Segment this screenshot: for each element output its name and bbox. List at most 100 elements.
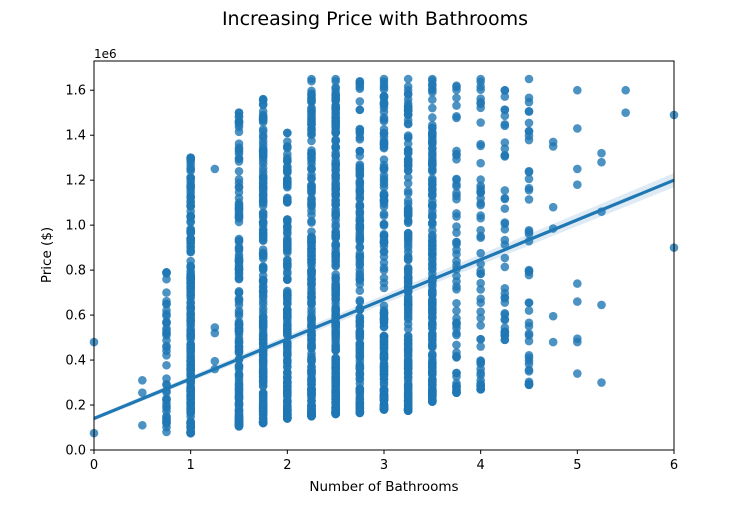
data-point [428,309,437,318]
data-point [307,266,316,275]
data-point [428,185,437,195]
data-point [597,378,606,387]
data-point [452,101,461,110]
data-point [428,159,437,169]
data-point [355,193,365,203]
x-axis-label: Number of Bathrooms [309,479,458,495]
data-point [500,262,510,272]
data-point [307,275,316,285]
data-point [331,339,340,349]
data-point [258,117,268,127]
data-point [186,174,195,184]
data-point [307,113,316,123]
data-point [452,298,461,308]
data-point [234,297,244,306]
data-point [258,287,268,296]
data-point [403,119,413,128]
data-point [476,175,485,184]
data-point [234,234,244,244]
data-point [283,401,292,410]
data-point [597,157,606,167]
data-point [307,250,316,260]
data-point [162,413,171,422]
data-point [355,105,365,115]
data-point [548,202,558,212]
data-point [524,318,534,328]
data-point [186,180,195,190]
data-point [186,271,195,281]
data-point [355,202,365,212]
data-point [234,383,244,393]
data-point [403,204,413,213]
data-point [428,113,437,122]
data-point [379,322,389,331]
data-point [476,187,485,196]
data-point [355,296,365,305]
data-point [186,154,195,164]
regression-layer [93,173,675,421]
data-point [331,88,340,97]
data-point [234,334,244,343]
data-point [355,234,365,243]
data-point [331,200,340,209]
data-point [234,108,244,118]
data-point [331,328,340,338]
data-point [234,287,244,296]
data-point [500,204,510,213]
data-point [186,339,195,349]
data-point [186,419,195,428]
data-point [283,412,292,421]
data-point [307,197,316,206]
data-point [500,309,510,318]
data-point [476,231,485,241]
data-point [452,320,461,330]
data-point [452,222,461,231]
data-point [210,164,220,174]
data-point [524,93,534,103]
data-point [379,93,389,102]
data-point [524,336,534,346]
data-point [283,196,292,206]
data-point [379,113,389,122]
data-point [355,215,365,225]
data-point [476,334,485,344]
data-point [355,146,365,156]
data-point [234,341,244,351]
data-point [428,254,437,263]
data-point [452,149,461,159]
data-point [500,315,510,325]
data-point [258,393,268,402]
data-point [283,320,292,330]
data-point [283,239,292,249]
y-tick-label: 1.6 [65,84,86,99]
data-point [258,265,268,275]
data-point [234,200,244,210]
data-point [524,195,534,204]
y-tick-label: 0.4 [65,354,86,369]
data-point [500,283,510,293]
data-point [331,128,340,137]
data-point [524,306,534,315]
data-point [355,317,365,326]
data-point [379,163,389,173]
data-point [307,159,316,169]
data-point [162,288,171,297]
data-point [355,178,365,188]
data-point [500,186,510,195]
data-point [234,400,244,409]
x-tick-label: 3 [380,458,388,473]
data-point [186,383,195,393]
data-point [355,171,365,181]
data-point [452,388,461,397]
data-point [162,268,171,277]
data-point [621,108,630,118]
data-point [379,372,389,381]
y-axis-label: Price ($) [39,227,55,283]
data-point [524,329,534,338]
data-point [379,340,389,349]
data-point [355,259,365,269]
data-point [428,84,437,93]
data-point [307,407,316,417]
data-point [307,94,316,104]
data-point [548,142,558,151]
